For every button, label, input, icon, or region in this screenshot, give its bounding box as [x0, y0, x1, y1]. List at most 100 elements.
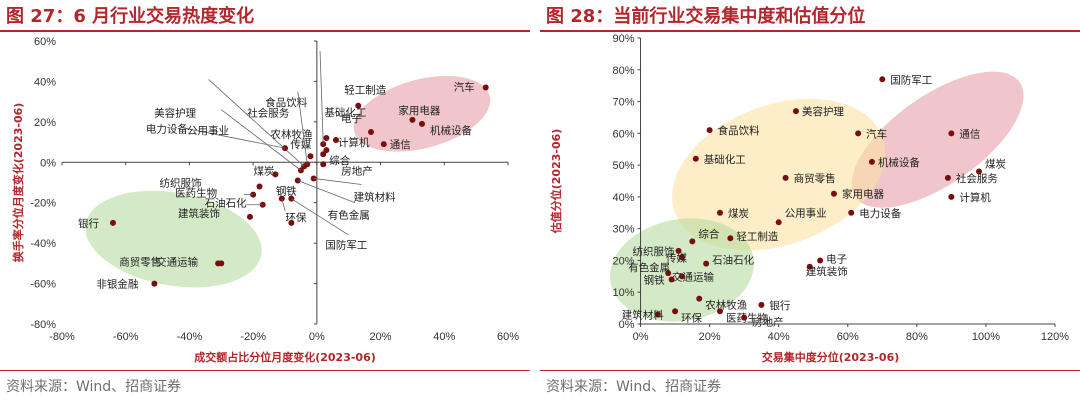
point-label: 计算机 [338, 136, 370, 149]
data-point [256, 183, 263, 190]
x-tick-label: 120% [1041, 331, 1069, 343]
y-tick-label: 60% [613, 128, 635, 140]
point-label: 国防军工 [890, 73, 932, 86]
point-label: 农林牧渔 [270, 128, 312, 141]
data-point [288, 219, 295, 226]
point-label: 农林牧渔 [705, 299, 747, 312]
data-point [948, 130, 955, 137]
x-tick-label: 20% [370, 331, 392, 343]
data-point [307, 153, 314, 160]
point-label: 食品饮料 [265, 96, 307, 109]
point-label: 交通运输 [672, 270, 714, 283]
low-valuation-zone [610, 218, 754, 322]
point-label: 社会服务 [956, 172, 998, 185]
point-label: 煤炭 [985, 157, 1006, 170]
data-point [665, 270, 672, 277]
x-tick-label: 0% [309, 331, 325, 343]
x-tick-label: 80% [906, 331, 928, 343]
point-label: 商贸零售 [119, 255, 161, 268]
point-label: 公用事业 [187, 124, 229, 137]
data-point [323, 135, 330, 142]
data-point [215, 260, 222, 267]
point-label: 建筑装饰 [178, 207, 220, 220]
y-tick-label: 30% [613, 224, 635, 236]
point-label: 有色金属 [628, 261, 670, 274]
data-point [758, 301, 765, 308]
data-point [668, 276, 675, 283]
x-tick-label: 40% [433, 331, 455, 343]
x-tick-label: 0% [633, 331, 649, 343]
y-tick-label: 50% [613, 160, 635, 172]
point-label: 纺织服饰 [160, 177, 202, 190]
point-label: 石油石化 [712, 254, 754, 267]
chart-title: 图 27：6 月行业交易热度变化 [6, 6, 255, 27]
point-label: 美容护理 [154, 106, 196, 119]
data-point [806, 263, 813, 270]
y-tick-label: 20% [613, 255, 635, 267]
leader-line [221, 109, 302, 171]
leader-line [313, 178, 362, 185]
point-label: 美容护理 [802, 105, 844, 118]
high-heat-zone [353, 75, 491, 152]
point-label: 纺织服饰 [633, 245, 675, 258]
point-label: 建筑材料 [354, 190, 396, 203]
y-tick-label: 90% [613, 33, 635, 45]
point-label: 食品饮料 [718, 124, 760, 137]
point-label: 传媒 [666, 251, 687, 264]
data-point [817, 257, 824, 264]
data-point [782, 174, 789, 181]
point-label: 电力设备 [859, 207, 901, 220]
point-label: 房地产 [341, 164, 373, 177]
y-tick-label: 40% [34, 76, 56, 88]
high-valuation-zone [851, 71, 1024, 208]
source-divider [540, 370, 1080, 371]
y-tick-label: -20% [30, 198, 56, 210]
leader-line [182, 127, 286, 149]
point-label: 石油石化 [205, 197, 247, 210]
point-label: 电子 [826, 252, 847, 265]
y-tick-label: 20% [34, 117, 56, 129]
source-note: 资料来源：Wind、招商证券 [6, 379, 182, 395]
x-tick-label: -20% [240, 331, 266, 343]
point-label: 机械设备 [430, 124, 472, 137]
x-tick-label: -40% [177, 331, 203, 343]
data-point [482, 84, 489, 91]
source-note: 资料来源：Wind、招商证券 [546, 379, 722, 395]
y-tick-label: 70% [613, 97, 635, 109]
y-tick-label: -80% [30, 319, 56, 331]
point-label: 煤炭 [253, 164, 274, 177]
data-point [855, 130, 862, 137]
x-tick-label: 40% [768, 331, 790, 343]
data-point [675, 247, 682, 254]
point-label: 钢铁 [644, 274, 666, 287]
point-label: 通信 [390, 139, 411, 151]
data-point [692, 155, 699, 162]
point-label: 银行 [769, 299, 790, 312]
chart-title: 图 28：当前行业交易集中度和估值分位 [546, 6, 866, 27]
data-point [879, 76, 886, 83]
data-point [716, 209, 723, 216]
data-point [848, 209, 855, 216]
point-label: 汽车 [866, 127, 887, 140]
point-label: 传媒 [290, 138, 311, 151]
leader-line [281, 198, 286, 211]
point-label: 基础化工 [704, 153, 746, 166]
y-tick-label: 40% [613, 192, 635, 204]
x-axis-title: 成交额占比分位月度变化(2023-06) [194, 350, 376, 364]
point-label: 建筑材料 [622, 308, 664, 321]
point-label: 钢铁 [276, 185, 297, 198]
source-divider [0, 370, 530, 371]
title-divider [540, 30, 1080, 32]
y-tick-label: -40% [30, 238, 56, 250]
point-label: 汽车 [454, 80, 475, 93]
x-tick-label: 60% [837, 331, 859, 343]
data-point [355, 102, 362, 109]
point-label: 社会服务 [247, 106, 289, 119]
data-point [672, 308, 679, 315]
point-label: 医药生物 [175, 187, 217, 200]
leader-line [297, 91, 308, 165]
leader-line [297, 180, 356, 204]
y-tick-label: 60% [34, 36, 56, 48]
data-point [380, 141, 387, 148]
point-label: 公用事业 [785, 206, 827, 219]
